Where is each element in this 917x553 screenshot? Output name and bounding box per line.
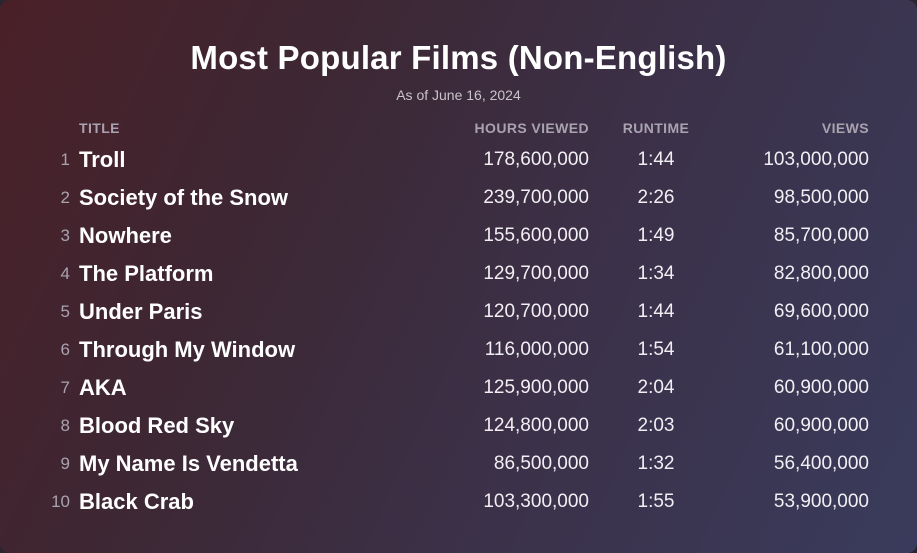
rank-cell: 10 — [51, 492, 70, 511]
title-cell: My Name Is Vendetta — [79, 451, 298, 476]
views-cell: 69,600,000 — [773, 301, 869, 322]
hours-viewed-cell: 124,800,000 — [483, 415, 589, 436]
views-cell: 56,400,000 — [773, 453, 869, 474]
views-cell: 103,000,000 — [763, 149, 869, 170]
title-cell: Blood Red Sky — [79, 413, 235, 438]
table-row: 7 AKA 125,900,000 2:04 60,900,000 — [0, 369, 917, 407]
runtime-cell: 1:54 — [637, 339, 675, 360]
title-cell: AKA — [79, 375, 127, 400]
column-header-title: TITLE — [79, 120, 120, 136]
hours-viewed-cell: 178,600,000 — [483, 149, 589, 170]
runtime-cell: 1:44 — [637, 301, 675, 322]
runtime-cell: 2:03 — [637, 415, 675, 436]
title-cell: Society of the Snow — [79, 185, 289, 210]
chart-subtitle: As of June 16, 2024 — [396, 87, 521, 103]
title-cell: Through My Window — [79, 337, 296, 362]
title-cell: Nowhere — [79, 223, 172, 248]
hours-viewed-cell: 103,300,000 — [483, 491, 589, 512]
table-row: 6 Through My Window 116,000,000 1:54 61,100,… — [0, 331, 917, 369]
title-cell: Black Crab — [79, 489, 194, 514]
hours-viewed-cell: 125,900,000 — [483, 377, 589, 398]
hours-viewed-cell: 120,700,000 — [483, 301, 589, 322]
runtime-cell: 1:32 — [637, 453, 675, 474]
table-row: 8 Blood Red Sky 124,800,000 2:03 60,900,000 — [0, 407, 917, 445]
column-header-hours-viewed: HOURS VIEWED — [474, 120, 589, 136]
views-cell: 61,100,000 — [773, 339, 869, 360]
runtime-cell: 1:49 — [637, 225, 675, 246]
views-cell: 98,500,000 — [773, 187, 869, 208]
rank-cell: 7 — [60, 378, 70, 397]
table-row: 10 Black Crab 103,300,000 1:55 53,900,000 — [0, 483, 917, 521]
views-cell: 60,900,000 — [773, 415, 869, 436]
views-cell: 53,900,000 — [773, 491, 869, 512]
views-cell: 60,900,000 — [773, 377, 869, 398]
title-cell: The Platform — [79, 261, 214, 286]
hours-viewed-cell: 155,600,000 — [483, 225, 589, 246]
runtime-cell: 2:26 — [637, 187, 675, 208]
hours-viewed-cell: 239,700,000 — [483, 187, 589, 208]
rank-cell: 4 — [60, 264, 70, 283]
rank-cell: 5 — [60, 302, 70, 321]
rank-cell: 8 — [60, 416, 70, 435]
title-cell: Troll — [79, 147, 126, 172]
table-row: 4 The Platform 129,700,000 1:34 82,800,000 — [0, 255, 917, 293]
rank-cell: 1 — [60, 150, 70, 169]
hours-viewed-cell: 116,000,000 — [484, 339, 589, 360]
chart-title: Most Popular Films (Non-English) — [190, 39, 727, 76]
rank-cell: 9 — [60, 454, 70, 473]
runtime-cell: 1:44 — [637, 149, 675, 170]
runtime-cell: 1:55 — [637, 491, 675, 512]
hours-viewed-cell: 86,500,000 — [493, 453, 589, 474]
table-row: 5 Under Paris 120,700,000 1:44 69,600,000 — [0, 293, 917, 331]
table-row: 2 Society of the Snow 239,700,000 2:26 98,50… — [0, 179, 917, 217]
title-cell: Under Paris — [79, 299, 203, 324]
column-header-views: VIEWS — [821, 120, 869, 136]
hours-viewed-cell: 129,700,000 — [483, 263, 589, 284]
table-row: 9 My Name Is Vendetta 86,500,000 1:32 56,400… — [0, 445, 917, 483]
table-row: 3 Nowhere 155,600,000 1:49 85,700,000 — [0, 217, 917, 255]
rank-cell: 6 — [60, 340, 70, 359]
column-header-runtime: RUNTIME — [622, 120, 690, 136]
table-body: 1 Troll 178,600,000 1:44 103,000,000 2 Society… — [0, 141, 917, 521]
runtime-cell: 2:04 — [637, 377, 675, 398]
rank-cell: 3 — [60, 226, 70, 245]
views-cell: 85,700,000 — [773, 225, 869, 246]
rank-cell: 2 — [60, 188, 70, 207]
table-row: 1 Troll 178,600,000 1:44 103,000,000 — [0, 141, 917, 179]
views-cell: 82,800,000 — [773, 263, 869, 284]
runtime-cell: 1:34 — [637, 263, 675, 284]
